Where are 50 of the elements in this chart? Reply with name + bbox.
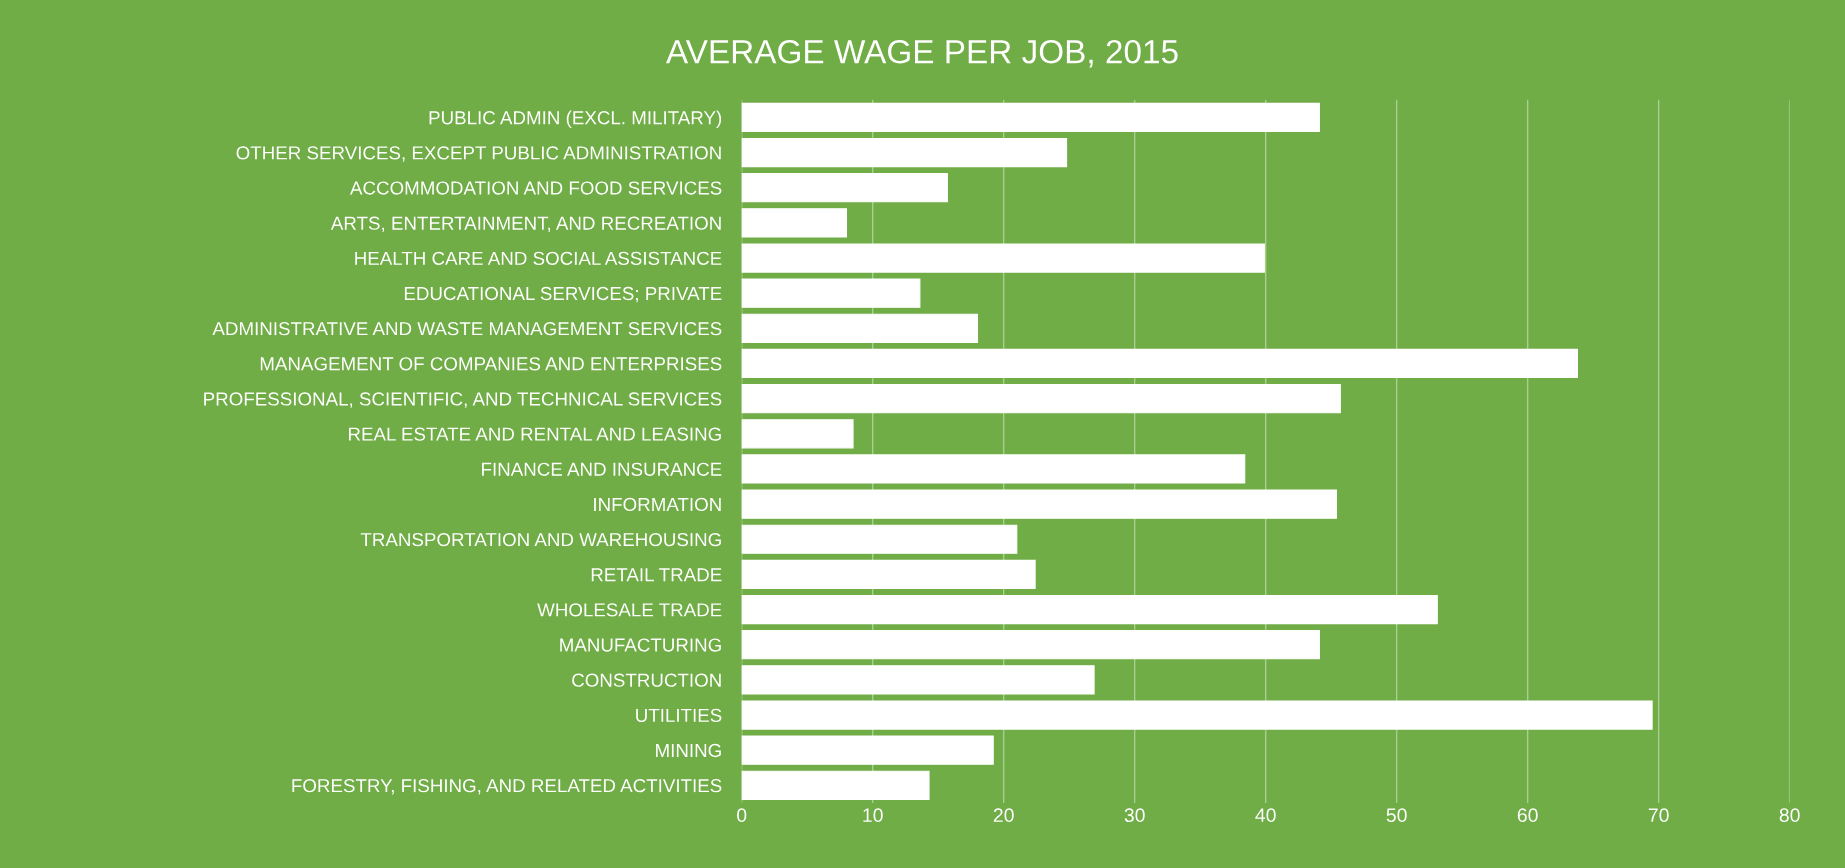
bar: [741, 594, 1438, 625]
x-tick-label: 10: [863, 808, 883, 823]
bar: [741, 348, 1578, 379]
bar: [741, 173, 948, 203]
bar: [741, 559, 1036, 590]
y-tick-label: WHOLESALE TRADE: [537, 603, 722, 617]
bar: [741, 384, 1341, 414]
y-tick-label: ARTS, ENTERTAINMENT, AND RECREATION: [330, 216, 721, 233]
bar: [741, 208, 848, 238]
x-tick-label: 0: [737, 808, 747, 823]
bar: [741, 735, 994, 765]
y-tick-label: ADMINISTRATIVE AND WASTE MANAGEMENT SERVICES: [212, 322, 722, 336]
x-tick-label: 80: [1779, 808, 1800, 823]
y-tick-label: OTHER SERVICES, EXCEPT PUBLIC ADMINISTRATION: [236, 146, 721, 162]
y-tick-label: HEALTH CARE AND SOCIAL ASSISTANCE: [355, 251, 722, 265]
y-tick-label: EDUCATIONAL SERVICES; PRIVATE: [404, 286, 722, 303]
bar: [741, 137, 1068, 168]
bar: [741, 770, 930, 800]
x-tick-label: 40: [1255, 808, 1276, 823]
bar: [741, 102, 1320, 133]
x-tick-label: 70: [1648, 808, 1669, 823]
x-tick-label: 20: [993, 808, 1014, 823]
y-tick-label: CONSTRUCTION: [572, 673, 721, 687]
y-tick-label: MANUFACTURING: [560, 638, 721, 652]
y-tick-label: FINANCE AND INSURANCE: [482, 462, 722, 476]
bar: [741, 243, 1265, 273]
y-tick-label: RETAIL TRADE: [591, 568, 722, 582]
x-tick-label: 60: [1517, 808, 1538, 823]
bar: [741, 489, 1337, 519]
x-tick-label: 50: [1386, 808, 1407, 823]
bar: [741, 313, 979, 343]
x-tick-label: 30: [1124, 808, 1145, 823]
y-tick-label: PROFESSIONAL, SCIENTIFIC, AND TECHNICAL SERVICES: [204, 392, 722, 408]
bar: [741, 454, 1246, 484]
y-tick-label: MANAGEMENT OF COMPANIES AND ENTERPRISES: [260, 357, 722, 371]
y-tick-label: INFORMATION: [594, 497, 721, 512]
bar: [741, 700, 1653, 730]
y-tick-label: FORESTRY, FISHING, AND RELATED ACTIVITIES: [292, 779, 722, 795]
bar: [741, 278, 921, 308]
bar: [741, 419, 854, 449]
bar: [741, 524, 1018, 554]
y-tick-label: PUBLIC ADMIN (EXCL. MILITARY): [429, 110, 722, 129]
y-tick-label: REAL ESTATE AND RENTAL AND LEASING: [349, 427, 721, 441]
y-tick-label: UTILITIES: [636, 708, 722, 722]
y-tick-label: MINING: [656, 743, 721, 758]
y-tick-label: ACCOMMODATION AND FOOD SERVICES: [350, 181, 722, 195]
bar: [741, 630, 1320, 660]
chart-title: AVERAGE WAGE PER JOB, 2015: [666, 39, 1178, 68]
bar: [741, 665, 1095, 695]
y-tick-label: TRANSPORTATION AND WAREHOUSING: [360, 532, 721, 547]
